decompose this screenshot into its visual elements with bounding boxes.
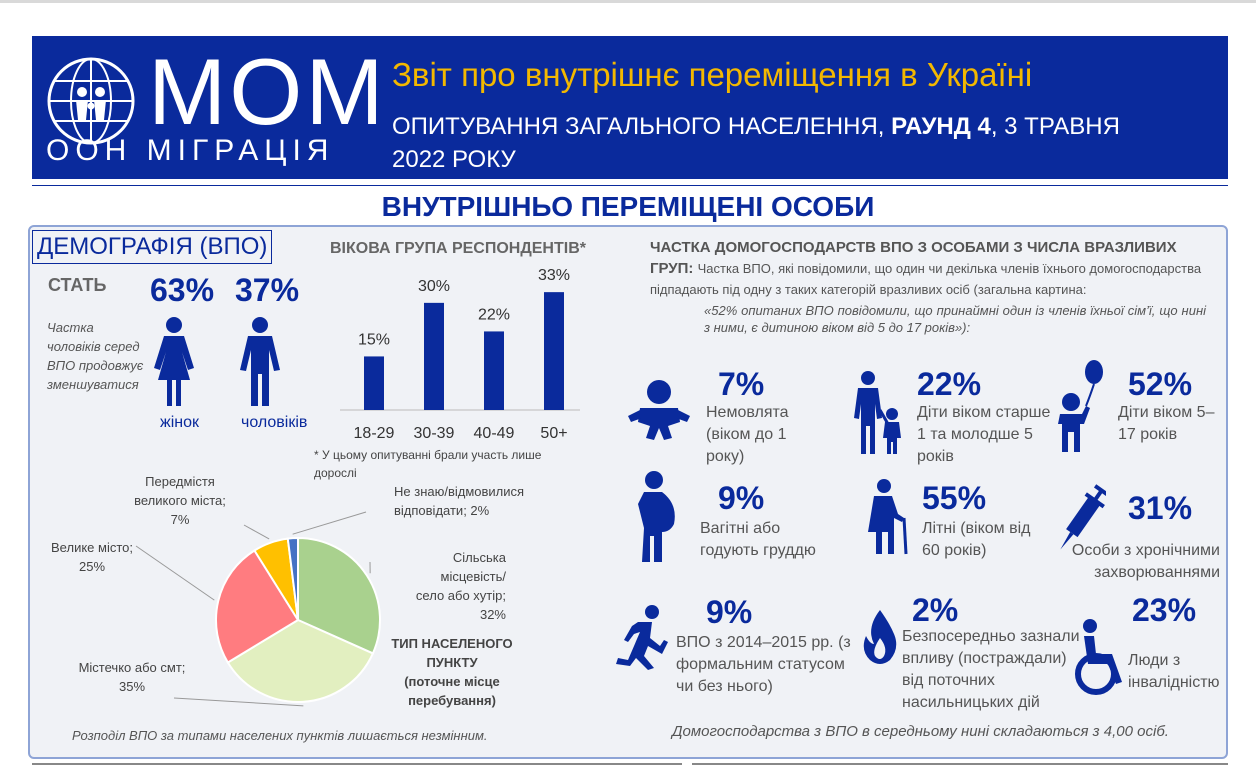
settlement-pie-chart: Сільська місцевість/село або хутір; 32% Міс… (51, 474, 524, 707)
content-panel (28, 225, 1228, 759)
disability-label: Люди з інвалідністю (1128, 652, 1220, 691)
wheelchair-icon (1075, 619, 1122, 695)
affected-label: Безпосередньо зазнали впливу (постраждал… (902, 628, 1080, 711)
age-bar-value-label: 22% (478, 306, 510, 323)
header-banner: МОМ ООН МІГРАЦІЯ Звіт про внутрішнє пере… (32, 36, 1228, 179)
pie-leader-line (292, 511, 367, 535)
settlement-note: Розподіл ВПО за типами населених пунктів… (72, 728, 488, 743)
older-children-percent: 52% (1128, 366, 1193, 402)
age-bar-value-label: 33% (538, 267, 570, 284)
woman-icon (154, 317, 194, 406)
sex-note: Частка чоловіків серед ВПО продовжує зме… (47, 320, 144, 392)
women-percent: 63% (150, 272, 215, 308)
age-bar (364, 356, 384, 410)
older-children-label: Діти віком 5–17 років (1118, 404, 1215, 443)
age-bar (424, 302, 444, 410)
bottom-divider-right (692, 763, 1228, 765)
chronic-illness-label: Особи з хронічними захворюваннями (1071, 542, 1220, 581)
age-bar-chart: 15% 18-29 30% 30-39 22% 40-49 33% 50+ (340, 267, 580, 442)
infants-percent: 7% (718, 366, 765, 402)
vulnerable-groups-title: ЧАСТКА ДОМОГОСПОДАРСТВ ВПО З ОСОБАМИ З Ч… (650, 239, 1202, 297)
age-category-label: 30-39 (414, 425, 455, 442)
age-chart-note: * У цьому опитуванні брали участь лише д… (314, 448, 542, 480)
age-category-label: 18-29 (354, 425, 395, 442)
pregnant-label: Вагітні або годують груддю (700, 520, 816, 559)
child-balloon-icon (1058, 360, 1103, 452)
pregnant-percent: 9% (718, 480, 765, 516)
bottom-divider-left (32, 763, 682, 765)
pie-slice (226, 618, 375, 703)
pregnant-icon (638, 471, 675, 562)
age-chart-title: ВІКОВА ГРУПА РЕСПОНДЕНТІВ* (330, 240, 586, 257)
running-person-icon (616, 605, 668, 670)
chronic-illness-percent: 31% (1128, 490, 1193, 526)
age-category-label: 50+ (540, 425, 567, 442)
pie-slice-label: Передмістя великого міста; 7% (134, 474, 226, 527)
infants-label: Немовлята (віком до 1 року) (706, 404, 789, 465)
young-children-label: Діти віком старше 1 та молодше 5 років (917, 404, 1051, 465)
flame-icon (863, 610, 897, 664)
logo-subtitle: ООН МІГРАЦІЯ (46, 134, 335, 167)
pie-slice-label: Містечко або смт; 35% (79, 660, 186, 694)
elderly-percent: 55% (922, 480, 987, 516)
age-bar-value-label: 30% (418, 278, 450, 295)
pie-slice-label: Не знаю/відмовилися відповідати; 2% (394, 484, 524, 518)
section-title: ВНУТРІШНЬО ПЕРЕМІЩЕНІ ОСОБИ (381, 191, 875, 222)
elderly-icon (868, 479, 908, 555)
household-size-note: Домогосподарства з ВПО в середньому нині… (672, 723, 1169, 740)
parent-child-icon (854, 371, 901, 454)
vulnerable-groups-quote: «52% опитаних ВПО повідомили, що принайм… (704, 303, 1206, 335)
sex-label: СТАТЬ (48, 275, 107, 295)
young-children-percent: 22% (917, 366, 982, 402)
age-bar-value-label: 15% (358, 331, 390, 348)
pie-slice (286, 536, 299, 621)
pie-leader-line (243, 524, 270, 540)
disability-percent: 23% (1132, 592, 1197, 628)
men-percent: 37% (235, 272, 300, 308)
age-bar (544, 292, 564, 410)
pie-leader-line (135, 545, 215, 601)
women-label: жінок (160, 414, 199, 431)
vulnerable-groups-description: Частка ВПО, які повідомили, що один чи д… (650, 261, 1202, 297)
top-divider (0, 0, 1256, 3)
settlement-chart-title: ТИП НАСЕЛЕНОГО ПУНКТУ (поточне місце пер… (391, 636, 513, 708)
demography-heading: ДЕМОГРАФІЯ (ВПО) (32, 230, 273, 264)
idp-2014-percent: 9% (706, 594, 753, 630)
syringe-icon (1060, 484, 1106, 550)
man-icon (240, 317, 280, 406)
logo-wordmark: МОМ (148, 39, 387, 144)
pie-slice (215, 549, 300, 664)
report-title: Звіт про внутрішнє переміщення в Україні (392, 56, 1033, 93)
report-subtitle: ОПИТУВАННЯ ЗАГАЛЬНОГО НАСЕЛЕННЯ, РАУНД 4… (392, 113, 1120, 173)
affected-percent: 2% (912, 592, 959, 628)
age-bar (484, 331, 504, 410)
pie-slice (297, 536, 381, 655)
baby-icon (628, 380, 690, 440)
age-category-label: 40-49 (474, 425, 515, 442)
pie-slice-label: Велике місто; 25% (51, 540, 133, 574)
iom-emblem-icon (47, 57, 135, 145)
pie-slice-label: Сільська місцевість/село або хутір; 32% (416, 550, 507, 622)
header-rule (32, 185, 1228, 186)
pie-leader-line (173, 697, 304, 707)
men-label: чоловіків (241, 414, 308, 431)
elderly-label: Літні (віком від 60 років) (922, 520, 1031, 559)
idp-2014-label: ВПО з 2014–2015 рр. (з формальним статус… (676, 634, 851, 695)
